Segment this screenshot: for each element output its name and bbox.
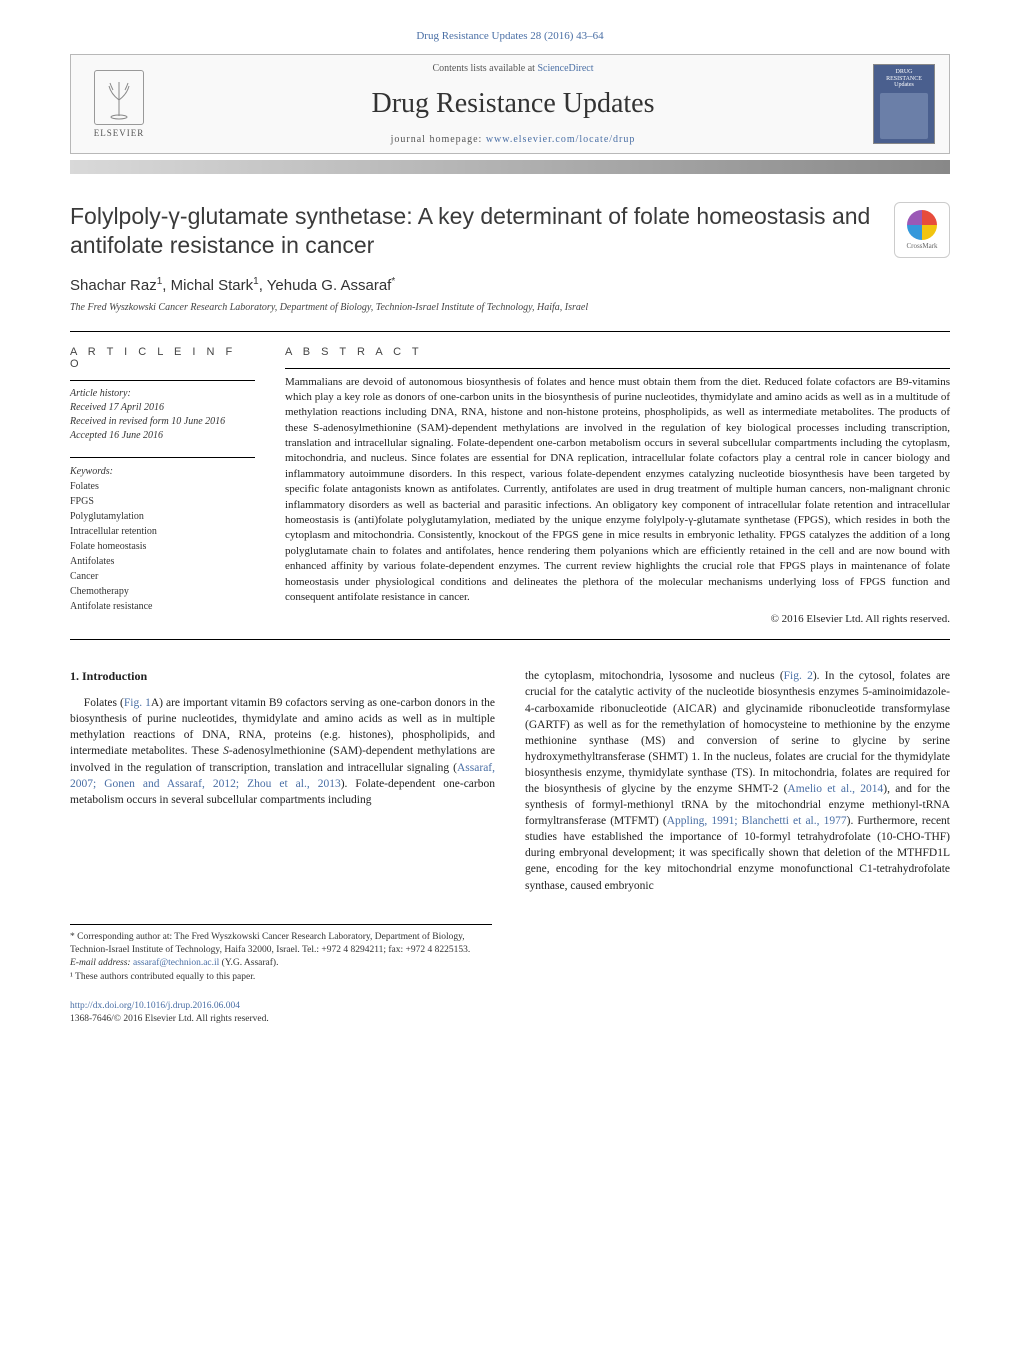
revised-date: Received in revised form 10 June 2016 bbox=[70, 416, 225, 427]
keywords-label: Keywords: bbox=[70, 464, 255, 479]
email-line: E-mail address: assaraf@technion.ac.il (… bbox=[70, 957, 492, 970]
fig2-link[interactable]: Fig. 2 bbox=[784, 670, 813, 682]
author-1: Shachar Raz bbox=[70, 277, 157, 294]
cover-thumb-title: DRUG RESISTANCE Updates bbox=[878, 69, 930, 89]
keyword: Folate homeostasis bbox=[70, 541, 146, 552]
elsevier-tree-icon bbox=[94, 70, 144, 125]
crossmark-icon bbox=[907, 210, 937, 240]
body-column-right: the cytoplasm, mitochondria, lysosome an… bbox=[525, 668, 950, 893]
abstract-text: Mammalians are devoid of autonomous bios… bbox=[285, 375, 950, 606]
article-info-label: A R T I C L E I N F O bbox=[70, 346, 255, 370]
bottom-rule bbox=[70, 639, 950, 640]
citation-3[interactable]: Appling, 1991; Blanchetti et al., 1977 bbox=[667, 815, 847, 827]
equal-contribution-note: ¹ These authors contributed equally to t… bbox=[70, 971, 492, 984]
elsevier-text: ELSEVIER bbox=[94, 128, 145, 138]
body-paragraph-2: the cytoplasm, mitochondria, lysosome an… bbox=[525, 668, 950, 893]
fig1-link[interactable]: Fig. 1 bbox=[124, 697, 151, 709]
citation-2[interactable]: Amelio et al., 2014 bbox=[787, 783, 883, 795]
keyword: Chemotherapy bbox=[70, 586, 129, 597]
elsevier-logo: ELSEVIER bbox=[85, 64, 153, 144]
doi-link[interactable]: http://dx.doi.org/10.1016/j.drup.2016.06… bbox=[70, 1001, 240, 1011]
email-link[interactable]: assaraf@technion.ac.il bbox=[133, 958, 219, 968]
section-heading-1: 1. Introduction bbox=[70, 668, 495, 685]
top-rule bbox=[70, 331, 950, 332]
abstract-copyright: © 2016 Elsevier Ltd. All rights reserved… bbox=[285, 613, 950, 625]
author-1-note: 1 bbox=[157, 276, 163, 287]
keyword: Cancer bbox=[70, 571, 98, 582]
abstract-column: A B S T R A C T Mammalians are devoid of… bbox=[285, 346, 950, 626]
accepted-date: Accepted 16 June 2016 bbox=[70, 430, 163, 441]
homepage-line: journal homepage: www.elsevier.com/locat… bbox=[153, 134, 873, 145]
crossmark-label: CrossMark bbox=[906, 242, 937, 250]
keyword: Folates bbox=[70, 481, 99, 492]
affiliation: The Fred Wyszkowski Cancer Research Labo… bbox=[70, 302, 950, 313]
email-suffix: (Y.G. Assaraf). bbox=[219, 958, 278, 968]
abstract-label: A B S T R A C T bbox=[285, 346, 950, 358]
author-3-corr: * bbox=[391, 276, 395, 287]
meta-subrule-2 bbox=[70, 457, 255, 458]
issn-copyright: 1368-7646/© 2016 Elsevier Ltd. All right… bbox=[70, 1014, 269, 1024]
journal-title: Drug Resistance Updates bbox=[153, 88, 873, 120]
header-center: Contents lists available at ScienceDirec… bbox=[153, 63, 873, 145]
contents-available-line: Contents lists available at ScienceDirec… bbox=[153, 63, 873, 74]
gradient-divider bbox=[70, 160, 950, 174]
authors-line: Shachar Raz1, Michal Stark1, Yehuda G. A… bbox=[70, 276, 950, 294]
journal-reference: Drug Resistance Updates 28 (2016) 43–64 bbox=[70, 30, 950, 42]
keyword: Antifolates bbox=[70, 556, 114, 567]
author-2-note: 1 bbox=[253, 276, 259, 287]
keyword: Polyglutamylation bbox=[70, 511, 144, 522]
citation-1[interactable]: Assaraf, 2007; Gonen and Assaraf, 2012; … bbox=[70, 762, 495, 790]
article-history-block: Article history: Received 17 April 2016 … bbox=[70, 387, 255, 443]
keyword: Intracellular retention bbox=[70, 526, 157, 537]
sciencedirect-link[interactable]: ScienceDirect bbox=[537, 63, 593, 74]
abstract-subrule bbox=[285, 368, 950, 369]
meta-abstract-row: A R T I C L E I N F O Article history: R… bbox=[70, 346, 950, 626]
received-date: Received 17 April 2016 bbox=[70, 402, 164, 413]
body-column-left: 1. Introduction Folates (Fig. 1A) are im… bbox=[70, 668, 495, 893]
article-title: Folylpoly-γ-glutamate synthetase: A key … bbox=[70, 202, 882, 260]
title-row: Folylpoly-γ-glutamate synthetase: A key … bbox=[70, 202, 950, 260]
cover-thumb-image bbox=[880, 93, 928, 139]
contents-prefix: Contents lists available at bbox=[432, 63, 537, 74]
history-label: Article history: bbox=[70, 388, 131, 399]
meta-subrule-1 bbox=[70, 380, 255, 381]
article-info-column: A R T I C L E I N F O Article history: R… bbox=[70, 346, 255, 626]
footnotes: * Corresponding author at: The Fred Wysz… bbox=[70, 924, 492, 984]
homepage-link[interactable]: www.elsevier.com/locate/drup bbox=[486, 134, 636, 145]
journal-header-box: ELSEVIER Contents lists available at Sci… bbox=[70, 54, 950, 154]
author-2: Michal Stark bbox=[171, 277, 254, 294]
footer-block: http://dx.doi.org/10.1016/j.drup.2016.06… bbox=[70, 1000, 950, 1027]
body-paragraph-1: Folates (Fig. 1A) are important vitamin … bbox=[70, 695, 495, 808]
keyword: FPGS bbox=[70, 496, 94, 507]
keyword: Antifolate resistance bbox=[70, 601, 152, 612]
journal-cover-thumbnail: DRUG RESISTANCE Updates bbox=[873, 64, 935, 144]
homepage-prefix: journal homepage: bbox=[391, 134, 486, 145]
email-label: E-mail address: bbox=[70, 958, 133, 968]
corresponding-author-note: * Corresponding author at: The Fred Wysz… bbox=[70, 931, 492, 958]
crossmark-badge[interactable]: CrossMark bbox=[894, 202, 950, 258]
author-3: Yehuda G. Assaraf bbox=[267, 277, 392, 294]
keywords-block: Keywords: Folates FPGS Polyglutamylation… bbox=[70, 464, 255, 614]
body-columns: 1. Introduction Folates (Fig. 1A) are im… bbox=[70, 668, 950, 893]
